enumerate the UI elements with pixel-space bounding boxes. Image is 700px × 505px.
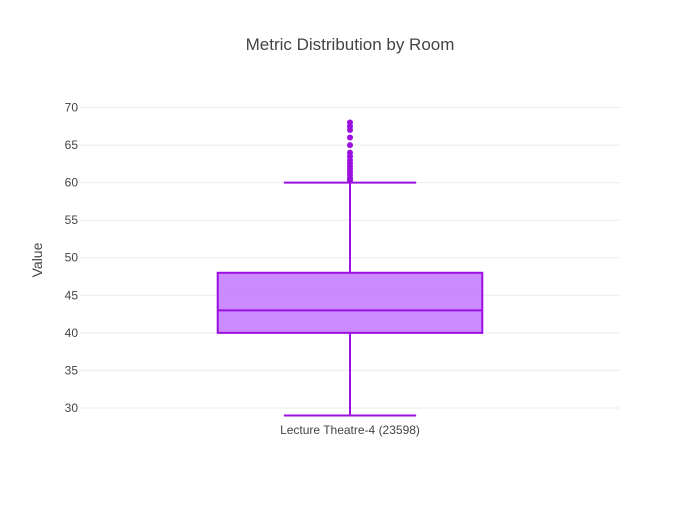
- outlier-point: [347, 119, 353, 126]
- box-group: [216, 119, 484, 417]
- x-tick-label: Lecture Theatre-4 (23598): [280, 423, 420, 437]
- x-axis-ticks: Lecture Theatre-4 (23598): [280, 423, 420, 437]
- y-axis-ticks: 30 35 40 45 50 55 60 65 70: [65, 101, 79, 415]
- y-tick-label-50: 50: [65, 251, 79, 265]
- y-tick-label-35: 35: [65, 363, 79, 377]
- chart-title: Metric Distribution by Room: [246, 35, 455, 54]
- y-tick-label-30: 30: [65, 401, 79, 415]
- y-tick-label-70: 70: [65, 101, 79, 115]
- outlier-point: [347, 149, 353, 156]
- y-axis-label: Value: [29, 242, 45, 277]
- iqr-box: [216, 271, 484, 334]
- y-tick-label-45: 45: [65, 288, 79, 302]
- box-series: [216, 119, 484, 417]
- y-tick-label-65: 65: [65, 138, 79, 152]
- y-tick-label-40: 40: [65, 326, 79, 340]
- outlier-point: [347, 142, 353, 149]
- outlier-point: [347, 134, 353, 141]
- y-tick-label-55: 55: [65, 213, 79, 227]
- y-tick-label-60: 60: [65, 176, 79, 190]
